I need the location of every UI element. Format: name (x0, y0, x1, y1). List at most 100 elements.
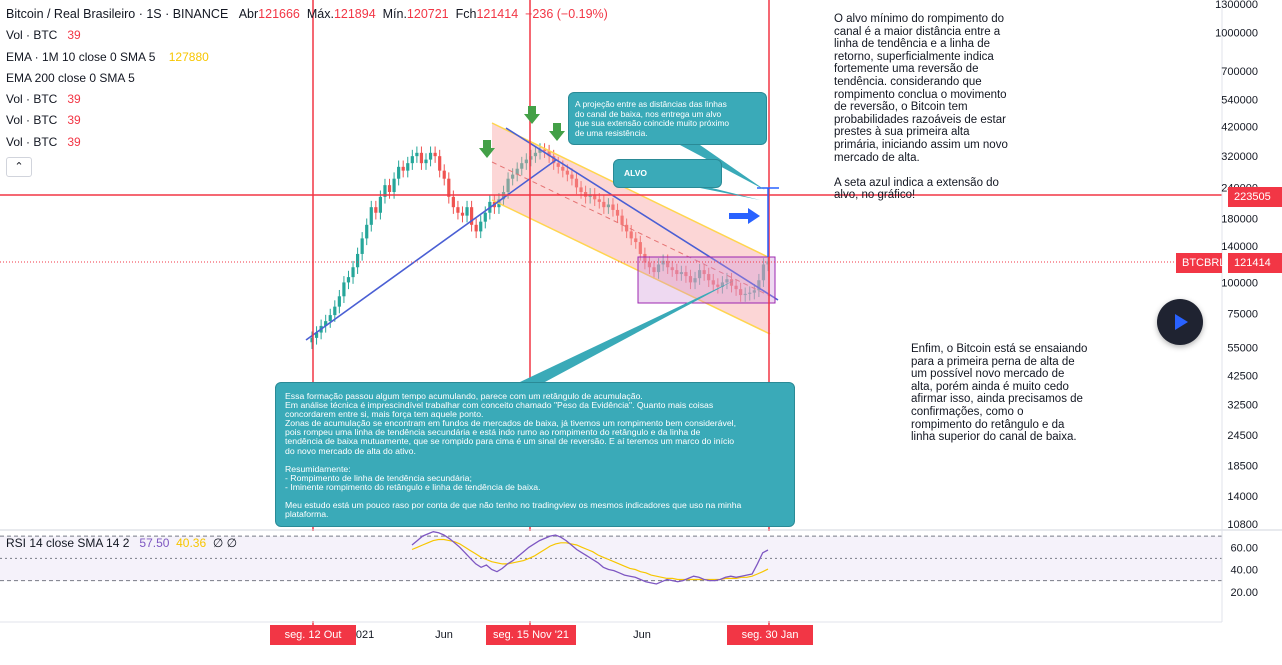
rsi-label: RSI 14 close SMA 14 2 (6, 536, 130, 550)
candle-body (693, 278, 697, 283)
price-tick-label: 10800 (1227, 519, 1258, 531)
candle-body (652, 267, 656, 273)
indicator-name: EMA 200 close 0 SMA 5 (6, 71, 135, 85)
note-line: fortemente uma reversão de (834, 63, 979, 76)
price-tick-label: 180000 (1221, 214, 1258, 226)
indicator-name: EMA · 1M 10 close 0 SMA 5 (6, 50, 156, 64)
price-tick-label: 32500 (1227, 399, 1258, 411)
candle-body (520, 163, 524, 169)
candle-body (606, 204, 610, 208)
candle-body (611, 204, 615, 210)
callout-line (285, 456, 785, 465)
indicator-name: Vol · BTC (6, 92, 58, 106)
candle-body (698, 270, 702, 279)
chevron-up-icon[interactable]: ⌃ (6, 157, 32, 177)
indicator-legend-2[interactable]: EMA · 1M 10 close 0 SMA 5 127880 (6, 50, 209, 64)
indicator-legend-5[interactable]: Vol · BTC 39 (6, 113, 81, 127)
callout-pointer (700, 188, 760, 200)
price-tick-label: 1000000 (1215, 27, 1258, 39)
price-tick-label: 42500 (1227, 370, 1258, 382)
candle-body (328, 315, 332, 322)
note-line: um possível novo mercado de (911, 368, 1065, 381)
candle-body (565, 170, 569, 175)
candle-body (734, 285, 738, 290)
note-line: confirmações, como o (911, 405, 1024, 418)
price-tick-label: 18500 (1227, 461, 1258, 473)
callout-line: Zonas de acumulação se encontram em fund… (285, 418, 737, 429)
candle-body (419, 152, 424, 164)
candle-body (625, 224, 629, 232)
indicator-legend-1[interactable]: Vol · BTC 39 (6, 28, 81, 42)
x-tick-label: Jun (633, 629, 651, 641)
note-line: linha superior do canal de baixa. (911, 431, 1077, 444)
trendline-resistance (505, 127, 779, 301)
rsi-tick-label: 60.00 (1230, 542, 1258, 554)
candle-body (410, 156, 414, 164)
price-tick-label: 420000 (1221, 122, 1258, 134)
candle-body (515, 168, 519, 175)
change-value: −236 (−0.19%) (525, 7, 608, 21)
callout-line: - Rompimento de linha de tendência secun… (285, 472, 472, 483)
candle-body (479, 221, 483, 232)
rsi-legend[interactable]: RSI 14 close SMA 14 2 57.50 40.36 ∅ ∅ (6, 536, 237, 550)
indicator-legend-4[interactable]: Vol · BTC 39 (6, 92, 81, 106)
indicator-value: 39 (67, 92, 81, 106)
rsi-ma-value: 40.36 (176, 536, 207, 550)
x-tick-label: Jun (435, 629, 453, 641)
note-line: alta, porém ainda é muito cedo (911, 380, 1069, 393)
symbol-title[interactable]: Bitcoin / Real Brasileiro · 1S · BINANCE (6, 7, 229, 21)
candle-body (374, 207, 378, 213)
price-tick-label: 14000 (1227, 491, 1258, 503)
candle-body (447, 178, 451, 197)
candle-body (556, 163, 560, 167)
candle-body (602, 201, 606, 208)
note-line: prestes à sua primeira alta (834, 126, 970, 139)
indicator-legend-6[interactable]: Vol · BTC 39 (6, 135, 81, 149)
candle-body (314, 332, 319, 338)
candle-body (346, 277, 351, 283)
chart-header: Bitcoin / Real Brasileiro · 1S · BINANCE… (6, 7, 608, 21)
indicator-name: Vol · BTC (6, 135, 58, 149)
candle-body (542, 149, 547, 152)
indicator-name: Vol · BTC (6, 113, 58, 127)
low-value: 120721 (406, 7, 449, 21)
candle-body (474, 224, 478, 232)
alvo-callout[interactable]: ALVO (613, 159, 722, 188)
callout-line: Meu estudo está um pouco raso por conta … (285, 500, 742, 511)
candle-body (424, 159, 428, 164)
candle-body (729, 279, 734, 286)
note-line: tendência. considerando que (834, 75, 982, 88)
candle-body (666, 260, 670, 268)
candle-body (406, 163, 410, 171)
indicator-legend-3[interactable]: EMA 200 close 0 SMA 5 (6, 71, 135, 85)
candle-body (351, 267, 355, 278)
price-tick-label: 100000 (1221, 277, 1258, 289)
candle-body (570, 174, 574, 179)
note-line: O alvo mínimo do rompimento do (834, 13, 1005, 25)
main-callout[interactable]: Essa formação passou algum tempo acumula… (275, 382, 795, 527)
candle-body (561, 166, 565, 171)
projection-callout[interactable]: A projeção entre as distâncias das linha… (568, 92, 767, 145)
low-label: Mín. (382, 7, 407, 21)
candle-body (428, 152, 433, 160)
candle-body (401, 166, 405, 171)
arrow-down-icon (549, 123, 565, 141)
candle-body (524, 159, 528, 164)
rsi-tick-label: 20.00 (1230, 587, 1258, 599)
candle-body (342, 282, 346, 297)
price-tick-label: 140000 (1221, 241, 1258, 253)
note-line: probabilidades razoáveis de estar (834, 113, 1006, 126)
candle-body (470, 207, 474, 225)
candle-body (456, 207, 460, 213)
candle-body (337, 296, 341, 307)
date-badge-3: seg. 30 Jan '23 (727, 625, 813, 661)
price-tick-label: 24500 (1227, 430, 1258, 442)
candle-body (324, 321, 328, 326)
play-icon[interactable] (1157, 299, 1203, 345)
note-line (834, 164, 1008, 177)
candle-body (369, 207, 373, 225)
candle-body (356, 253, 360, 268)
candles (310, 143, 770, 350)
candle-body (761, 264, 766, 281)
